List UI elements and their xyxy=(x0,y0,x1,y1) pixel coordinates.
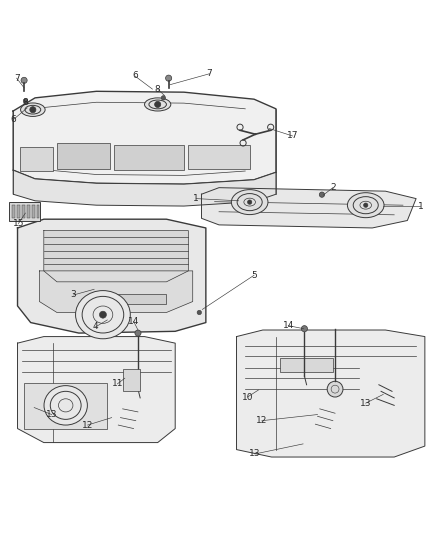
Text: 8: 8 xyxy=(155,85,161,94)
Bar xyxy=(96,294,166,304)
Text: 7: 7 xyxy=(206,69,212,78)
Text: 13: 13 xyxy=(249,449,261,458)
Ellipse shape xyxy=(145,98,171,111)
Bar xyxy=(24,383,107,429)
Circle shape xyxy=(135,330,141,336)
Polygon shape xyxy=(13,170,276,206)
Circle shape xyxy=(364,203,368,207)
Text: 3: 3 xyxy=(71,290,77,300)
Text: 14: 14 xyxy=(128,317,139,326)
Circle shape xyxy=(21,77,27,84)
Polygon shape xyxy=(201,188,416,228)
Polygon shape xyxy=(18,219,206,333)
Text: 6: 6 xyxy=(10,115,16,124)
Polygon shape xyxy=(44,231,188,282)
Polygon shape xyxy=(237,330,425,457)
Text: 11: 11 xyxy=(112,379,123,389)
Ellipse shape xyxy=(347,193,384,217)
Text: 4: 4 xyxy=(93,322,98,332)
Bar xyxy=(20,147,53,171)
Ellipse shape xyxy=(231,190,268,215)
Text: 15: 15 xyxy=(13,219,24,228)
Ellipse shape xyxy=(75,290,131,339)
Text: 13: 13 xyxy=(46,410,57,419)
Text: 17: 17 xyxy=(287,132,298,141)
Text: 7: 7 xyxy=(14,74,20,83)
Circle shape xyxy=(30,107,36,113)
Text: 2: 2 xyxy=(330,183,336,192)
Circle shape xyxy=(197,310,201,314)
Bar xyxy=(17,205,20,218)
Circle shape xyxy=(319,192,325,197)
Ellipse shape xyxy=(44,386,87,425)
Bar xyxy=(123,368,140,391)
Circle shape xyxy=(327,381,343,397)
Polygon shape xyxy=(13,91,276,184)
Bar xyxy=(114,145,184,170)
Ellipse shape xyxy=(21,103,45,116)
Bar xyxy=(27,205,30,218)
Circle shape xyxy=(301,326,307,332)
Circle shape xyxy=(247,200,252,204)
Circle shape xyxy=(23,99,28,103)
Bar xyxy=(12,205,15,218)
Text: 12: 12 xyxy=(256,416,268,425)
Text: 10: 10 xyxy=(242,392,253,401)
Text: 12: 12 xyxy=(82,421,93,430)
Text: 8: 8 xyxy=(22,98,28,107)
Text: 6: 6 xyxy=(132,71,138,80)
Bar xyxy=(280,359,333,372)
Text: 1: 1 xyxy=(417,201,424,211)
Bar xyxy=(9,202,40,221)
Bar xyxy=(57,143,110,169)
Text: 14: 14 xyxy=(283,321,294,330)
Circle shape xyxy=(155,101,161,108)
Bar xyxy=(37,205,39,218)
Circle shape xyxy=(161,96,166,100)
Bar xyxy=(32,205,35,218)
Circle shape xyxy=(99,311,106,318)
Circle shape xyxy=(166,75,172,81)
Polygon shape xyxy=(39,271,193,312)
Polygon shape xyxy=(18,336,175,442)
Bar xyxy=(22,205,25,218)
Text: 5: 5 xyxy=(251,271,257,280)
Text: 1: 1 xyxy=(193,194,199,203)
Bar xyxy=(188,145,250,169)
Text: 13: 13 xyxy=(360,399,371,408)
